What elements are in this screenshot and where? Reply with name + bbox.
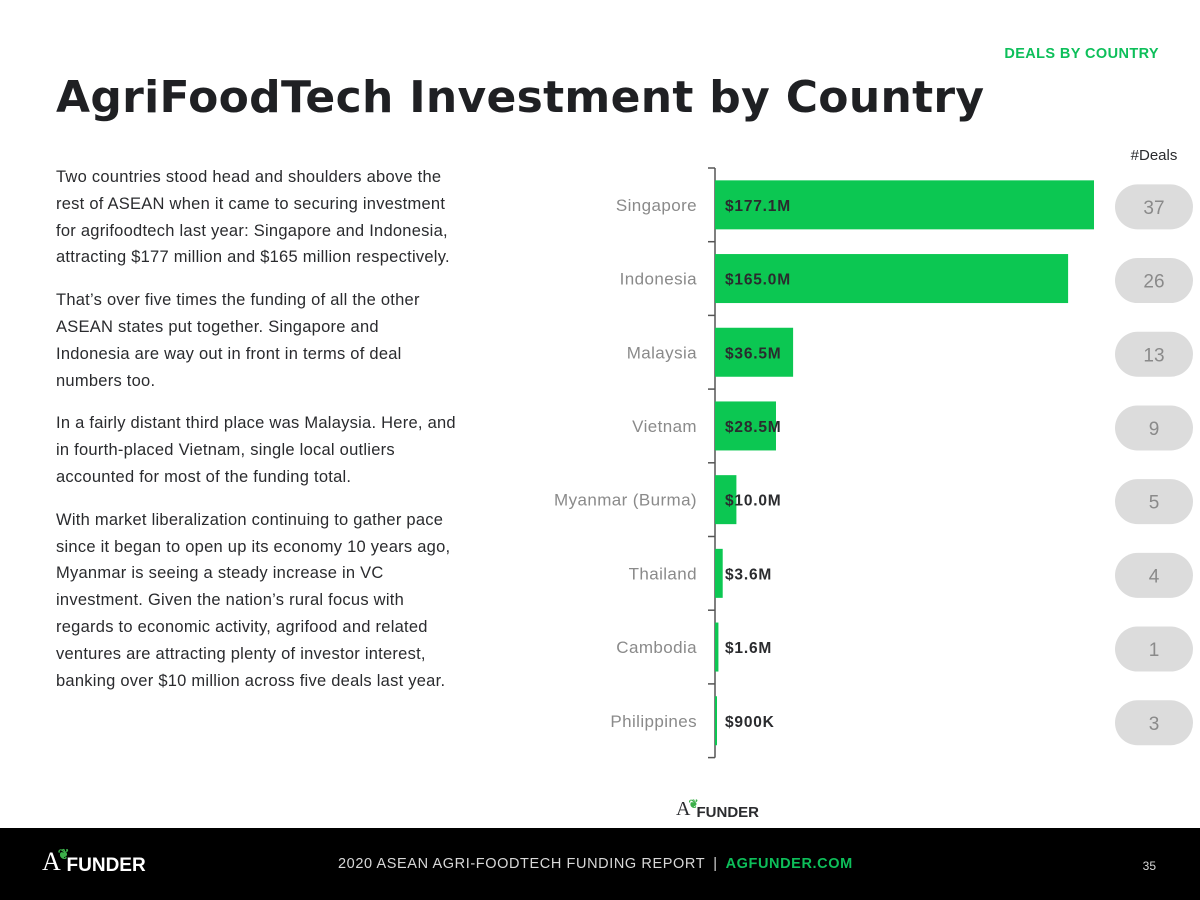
value-label: $177.1M (725, 198, 791, 215)
page-title: AgriFoodTech Investment by Country (56, 72, 985, 123)
bar (715, 548, 723, 598)
bar (715, 475, 737, 525)
page-number: 35 (1142, 859, 1156, 873)
category-label: Malaysia (627, 343, 697, 362)
deal-count-label: 13 (1143, 345, 1164, 366)
value-label: $10.0M (725, 493, 782, 510)
body-text: Two countries stood head and shoulders a… (56, 164, 456, 710)
value-label: $28.5M (725, 419, 782, 436)
report-name: 2020 ASEAN AGRI-FOODTECH FUNDING REPORT (338, 856, 706, 872)
footer-report-title: 2020 ASEAN AGRI-FOODTECH FUNDING REPORT |… (338, 856, 853, 872)
bar (715, 696, 717, 746)
category-label: Vietnam (632, 417, 697, 436)
deal-count-label: 37 (1143, 198, 1164, 219)
category-label: Philippines (610, 712, 697, 731)
deals-header: #Deals (1131, 147, 1178, 164)
value-label: $36.5M (725, 345, 782, 362)
deal-count-badge (1115, 258, 1193, 304)
paragraph: Two countries stood head and shoulders a… (56, 168, 450, 267)
bar-chart: #Deals Singapore $177.1M 37 Indonesia $165.0M… (554, 147, 1193, 759)
bar (715, 180, 1094, 230)
deal-count-badge (1115, 184, 1193, 230)
deal-count-badge (1115, 479, 1193, 525)
deal-count-badge (1115, 700, 1193, 746)
footer-separator: | (713, 856, 718, 872)
footer-logo-text: FUNDER (66, 855, 146, 876)
bar (715, 254, 1069, 304)
footer: A ❦ FUNDER 2020 ASEAN AGRI-FOODTECH FUND… (0, 828, 1200, 900)
deal-count-label: 1 (1149, 640, 1160, 661)
section-tag: DEALS BY COUNTRY (1004, 46, 1159, 62)
leaf-icon: ❦ (57, 846, 70, 862)
value-label: $1.6M (725, 640, 772, 657)
footer-logo-letter: A (42, 847, 61, 876)
leaf-icon: ❦ (688, 797, 699, 811)
footer-logo: A ❦ FUNDER (42, 846, 146, 877)
chart-logo-letter: A (676, 798, 691, 820)
category-label: Indonesia (620, 270, 697, 289)
deal-count-label: 9 (1149, 419, 1160, 440)
deal-count-badge (1115, 331, 1193, 377)
deal-count-label: 5 (1149, 493, 1160, 514)
chart-logo: A ❦ FUNDER (676, 797, 759, 821)
paragraph: In a fairly distant third place was Mala… (56, 414, 456, 486)
bar (715, 401, 776, 451)
deal-count-label: 26 (1143, 272, 1164, 293)
footer-url-link[interactable]: AGFUNDER.COM (725, 856, 853, 872)
category-label: Singapore (616, 196, 697, 215)
deal-count-badge (1115, 552, 1193, 598)
value-label: $900K (725, 714, 775, 731)
category-label: Cambodia (616, 638, 697, 657)
deal-count-label: 4 (1149, 566, 1160, 587)
paragraph: With market liberalization continuing to… (56, 510, 451, 690)
category-label: Thailand (629, 564, 697, 583)
bar (715, 327, 794, 377)
paragraph: That’s over five times the funding of al… (56, 291, 420, 390)
category-label: Myanmar (Burma) (554, 491, 697, 510)
deal-count-badge (1115, 405, 1193, 451)
value-label: $3.6M (725, 566, 772, 583)
value-label: $165.0M (725, 272, 791, 289)
chart-logo-text: FUNDER (696, 804, 760, 821)
deal-count-badge (1115, 626, 1193, 672)
deal-count-label: 3 (1149, 714, 1160, 735)
bar (715, 622, 719, 672)
